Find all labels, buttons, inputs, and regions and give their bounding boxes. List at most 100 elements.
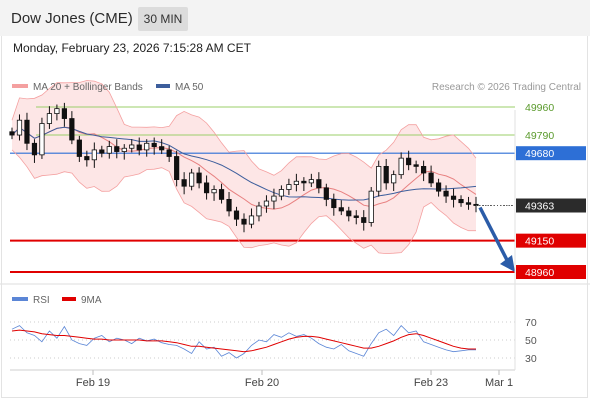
time-tick-label: Feb 23 xyxy=(414,377,448,389)
candle-body xyxy=(226,198,232,212)
candle-body xyxy=(24,119,30,144)
candle-body xyxy=(16,119,23,136)
level-value-49960: 49960 xyxy=(525,102,554,114)
level-tag-49363 xyxy=(516,198,586,213)
rsi-tick-30: 30 xyxy=(525,353,537,365)
header-bar xyxy=(0,0,590,36)
candle-body xyxy=(76,139,82,157)
candle-body xyxy=(286,184,292,190)
candle-body xyxy=(271,195,277,202)
level-value-49150: 49150 xyxy=(525,236,554,248)
candle-body xyxy=(99,149,105,154)
time-ticks: Feb 19 Feb 20 Feb 23 Mar 1 xyxy=(76,370,513,389)
candle-body xyxy=(353,215,359,218)
candle-body xyxy=(308,179,314,184)
bollinger-upper-line xyxy=(11,80,477,176)
candle-body xyxy=(233,210,240,220)
rsi-tick-70: 70 xyxy=(525,317,537,329)
candle-body xyxy=(241,218,247,225)
candle-body xyxy=(331,198,337,209)
candle-body xyxy=(46,113,53,124)
time-tick-label: Feb 20 xyxy=(245,377,279,389)
candle-body xyxy=(151,142,157,148)
candle-body xyxy=(69,118,75,141)
candle-body xyxy=(196,172,202,184)
candle-body xyxy=(256,205,262,217)
legend-label-rsi: RSI xyxy=(33,295,50,306)
ma50-line xyxy=(11,126,477,201)
candle-body xyxy=(428,172,434,184)
level-value-48960: 48960 xyxy=(525,267,554,279)
candle-body xyxy=(450,195,457,200)
candle-body xyxy=(465,202,472,205)
candle-body xyxy=(91,149,97,161)
timestamp: Monday, February 23, 2026 7:15:28 AM CET xyxy=(13,41,251,55)
candle-body xyxy=(443,190,449,197)
candle-body xyxy=(346,210,352,217)
candle-body xyxy=(61,108,67,119)
candle-body xyxy=(421,165,427,174)
candle-body xyxy=(129,144,135,149)
rsi-legend: RSI 9MA xyxy=(12,295,102,306)
legend-label-bollinger: MA 20 + Bollinger Bands xyxy=(33,82,143,93)
forecast-arrow xyxy=(478,206,515,272)
candle-body xyxy=(376,165,382,192)
candle-body xyxy=(458,198,464,204)
candle-body xyxy=(338,207,344,212)
level-value-49790: 49790 xyxy=(525,130,554,142)
forecast-arrow-shaft xyxy=(478,206,510,263)
candle-body xyxy=(323,187,329,200)
candle-body xyxy=(166,149,172,157)
level-value-49363: 49363 xyxy=(525,201,554,213)
candle-body xyxy=(278,189,285,197)
candle-body xyxy=(211,189,217,194)
candle-body xyxy=(31,142,38,156)
candle-body xyxy=(114,146,120,152)
candle-body xyxy=(144,142,150,151)
rsi-9ma-line xyxy=(11,329,476,353)
bollinger-band-fill xyxy=(12,80,476,254)
price-legend: MA 20 + Bollinger Bands MA 50 xyxy=(12,82,204,93)
candle-body xyxy=(9,131,15,136)
level-value-49680: 49680 xyxy=(525,148,554,160)
legend-swatch-ma50 xyxy=(156,84,170,88)
candle-body xyxy=(136,144,142,151)
time-tick-label: Feb 19 xyxy=(76,377,110,389)
level-tag-48960 xyxy=(516,265,586,279)
level-labels: 49960 49790 49680 49363 49150 48960 xyxy=(516,102,586,279)
candle-body xyxy=(106,146,112,154)
candle-body xyxy=(121,147,127,152)
candle-body xyxy=(39,123,45,156)
time-tick-label: Mar 1 xyxy=(485,377,513,389)
legend-swatch-rsi xyxy=(12,297,28,301)
candle-body xyxy=(406,157,412,166)
candle-body xyxy=(181,179,187,187)
legend-swatch-bollinger xyxy=(12,84,28,88)
candle-body xyxy=(263,200,270,207)
candle-body xyxy=(293,180,299,185)
rsi-line xyxy=(11,324,476,359)
timeframe-button[interactable]: 30 MIN xyxy=(138,7,188,31)
rsi-tick-labels: 70 50 30 xyxy=(525,317,537,365)
candle-body xyxy=(435,182,442,192)
legend-swatch-9ma xyxy=(62,297,76,301)
candle-body xyxy=(189,172,195,187)
candle-body xyxy=(413,164,419,167)
candle-body xyxy=(159,146,165,151)
level-tag-49150 xyxy=(516,233,586,248)
level-tag-49680 xyxy=(516,146,586,161)
candle-body xyxy=(383,165,389,184)
candle-body xyxy=(391,174,397,184)
candle-body xyxy=(398,157,404,176)
candle-body xyxy=(368,190,374,223)
rsi-tick-50: 50 xyxy=(525,335,537,347)
candle-body xyxy=(361,217,367,223)
candles xyxy=(9,102,479,233)
bollinger-lower-line xyxy=(11,149,476,255)
candle-body xyxy=(316,179,322,189)
forecast-arrow-head xyxy=(500,255,515,272)
candle-body xyxy=(248,215,255,225)
candle-body xyxy=(54,108,60,115)
instrument-title: Dow Jones (CME) xyxy=(11,10,133,27)
